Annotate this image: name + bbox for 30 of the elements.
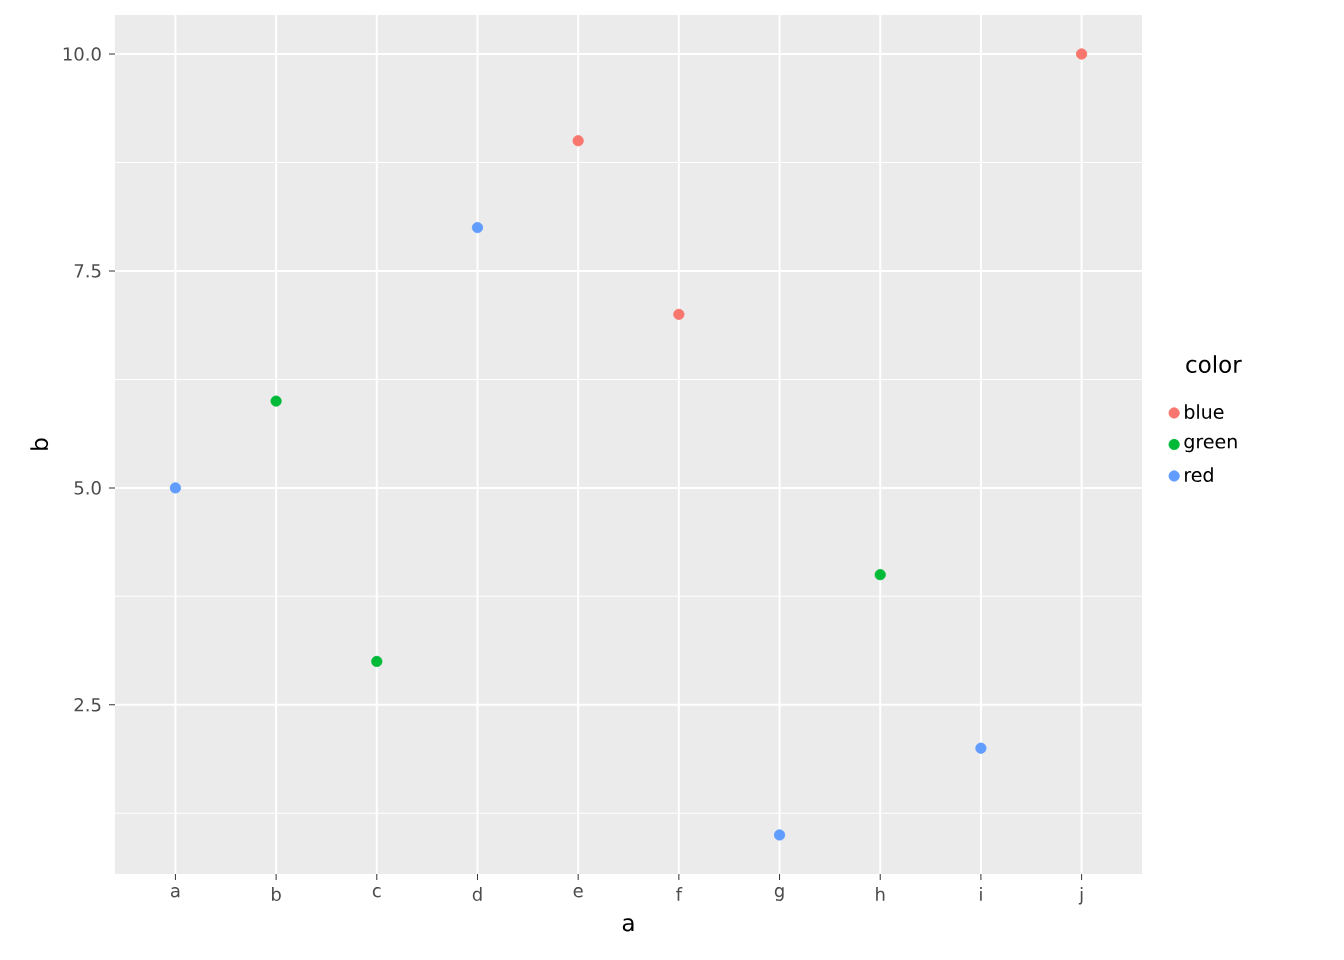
x-tick-label: g [774, 887, 784, 901]
legend-label: red [1185, 467, 1213, 483]
x-tick-label: b [272, 887, 281, 901]
point [572, 135, 584, 147]
x-tick-label: e [573, 887, 583, 898]
point [471, 221, 484, 234]
legend-title: color [1186, 355, 1242, 373]
legend-label: green [1184, 437, 1237, 453]
point [673, 308, 685, 320]
x-tick-label: h [876, 887, 885, 901]
point [169, 482, 182, 494]
x-tick-label: i [980, 887, 982, 901]
legend-label: blue [1185, 404, 1224, 419]
x-tick-label: f [676, 887, 683, 901]
point [874, 569, 886, 581]
point [975, 742, 987, 754]
x-tick-label: j [1078, 887, 1083, 905]
y-tick-label: 2.5 [74, 697, 101, 712]
y-tick-label: 5.0 [74, 481, 101, 495]
y-tick-label: 7.5 [74, 264, 101, 278]
x-tick-label: c [372, 887, 381, 898]
point [773, 829, 786, 841]
y-axis-title: b [30, 438, 49, 450]
x-tick-label: d [472, 887, 482, 901]
point [1076, 48, 1088, 60]
y-tick-label: 10.0 [63, 47, 101, 61]
point [270, 395, 282, 407]
x-tick-label: a [170, 887, 180, 898]
x-axis-title: a [622, 918, 634, 932]
point [371, 655, 383, 668]
